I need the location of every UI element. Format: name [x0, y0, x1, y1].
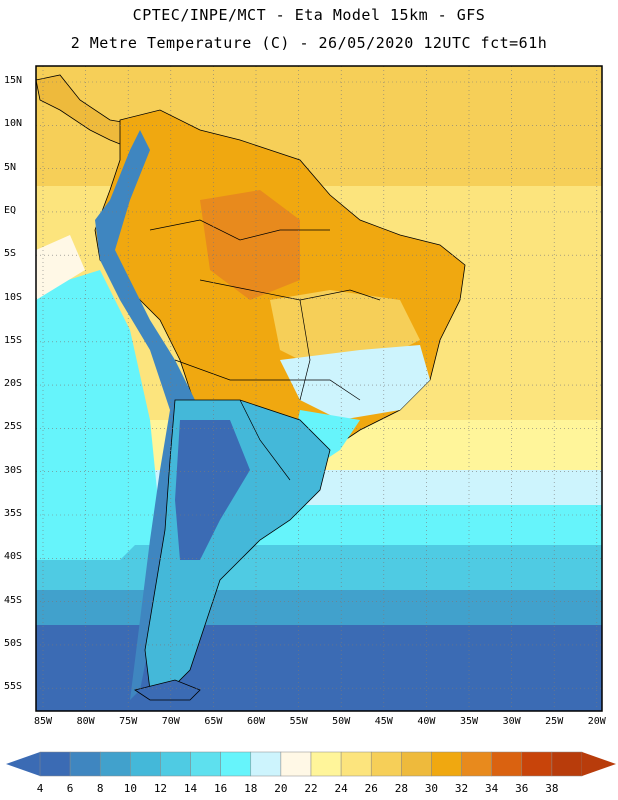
- latitude-label: 45S: [4, 594, 23, 606]
- ocean-band-8: [36, 590, 602, 630]
- ocean-band-4: [36, 625, 602, 711]
- patagonia-cold-zone: [175, 420, 250, 560]
- colorbar-swatch: [130, 751, 161, 777]
- latitude-label: 10S: [4, 291, 23, 303]
- colorbar-swatch: [370, 751, 402, 777]
- longitude-label: 70W: [161, 716, 180, 727]
- ocean-band-12: [36, 545, 602, 595]
- latitude-label: 15S: [4, 334, 23, 346]
- colorbar-label: 32: [454, 782, 469, 795]
- colorbar-label: 8: [96, 782, 104, 795]
- map-frame: [35, 65, 603, 712]
- colorbar-swatch: [340, 751, 372, 777]
- latitude-label: 25S: [4, 421, 23, 433]
- colorbar-swatch: [160, 751, 191, 777]
- colorbar-label: 30: [424, 782, 439, 795]
- colorbar-swatch: [250, 751, 282, 777]
- pacific-pale-zone: [36, 235, 85, 300]
- longitude-label: 35W: [459, 716, 479, 727]
- chart-title-line1: CPTEC/INPE/MCT - Eta Model 15km - GFS: [132, 6, 486, 24]
- latitude-label: 55S: [4, 681, 23, 693]
- latitude-label: EQ: [4, 204, 17, 216]
- pacific-cool-zone: [36, 270, 160, 560]
- colorbar-label: 28: [394, 782, 408, 795]
- colorbar-label: 34: [485, 782, 499, 795]
- longitude-label: 65W: [204, 716, 223, 727]
- longitude-label: 75W: [119, 716, 138, 727]
- colorbar-swatch: [551, 751, 583, 777]
- latitude-label: 50S: [4, 637, 23, 649]
- latitude-label: 40S: [4, 551, 23, 563]
- colorbar-label: 12: [153, 782, 168, 795]
- tierra-del-fuego: [134, 679, 201, 701]
- colorbar-swatch: [401, 751, 432, 777]
- colorbar-swatch: [521, 751, 553, 777]
- chart-title-line2: 2 Metre Temperature (C) - 26/05/2020 12U…: [70, 34, 548, 52]
- colorbar-label: 24: [334, 782, 348, 795]
- colorbar-swatch: [39, 751, 71, 777]
- latitude-label: 20S: [4, 378, 23, 390]
- colorbar-label: 4: [36, 782, 44, 795]
- southeast-brazil-cool: [280, 345, 430, 420]
- longitude-label: 80W: [76, 716, 95, 727]
- colorbar-label: 26: [364, 782, 378, 795]
- longitude-label: 20W: [587, 716, 606, 727]
- colorbar-label: 18: [244, 782, 258, 795]
- andes-cold-strip: [95, 130, 195, 700]
- colorbar-swatch: [220, 751, 252, 777]
- colorbar-label: 36: [515, 782, 529, 795]
- colorbar-label: 16: [214, 782, 228, 795]
- colorbar-swatch: [310, 751, 342, 777]
- longitude-label: 55W: [289, 716, 308, 727]
- colorbar-label: 14: [183, 782, 198, 795]
- colorbar-label: 6: [66, 782, 74, 795]
- colorbar-swatch: [99, 751, 131, 777]
- colorbar-swatch: [69, 751, 101, 777]
- longitude-label: 45W: [374, 716, 393, 727]
- colorbar-swatch: [190, 751, 221, 777]
- longitude-label: 25W: [545, 716, 564, 727]
- longitude-label: 85W: [33, 716, 53, 727]
- latitude-label: 10N: [4, 118, 23, 130]
- amazon-hot-zone: [200, 190, 300, 300]
- colorbar-label: 10: [123, 782, 137, 795]
- longitude-label: 30W: [502, 716, 521, 727]
- longitude-label: 40W: [417, 716, 436, 727]
- colorbar-swatch: [431, 751, 462, 777]
- latitude-label: 15N: [4, 75, 23, 86]
- colorbar-swatch: [280, 751, 312, 777]
- longitude-label: 50W: [332, 716, 351, 727]
- latitude-label: 5N: [4, 161, 17, 173]
- colorbar-right-arrow: [582, 752, 616, 776]
- colorbar-label: 20: [274, 782, 288, 795]
- colorbar-swatch: [461, 751, 492, 777]
- latitude-label: 30S: [4, 464, 23, 476]
- colorbar-swatch: [491, 751, 523, 777]
- colorbar-left-arrow: [6, 752, 40, 776]
- colorbar-label: 38: [545, 782, 559, 795]
- longitude-label: 60W: [246, 716, 266, 727]
- country-borders: [149, 219, 381, 481]
- colorbar-label: 22: [304, 782, 318, 795]
- latitude-label: 5S: [4, 248, 17, 260]
- latitude-label: 35S: [4, 508, 23, 519]
